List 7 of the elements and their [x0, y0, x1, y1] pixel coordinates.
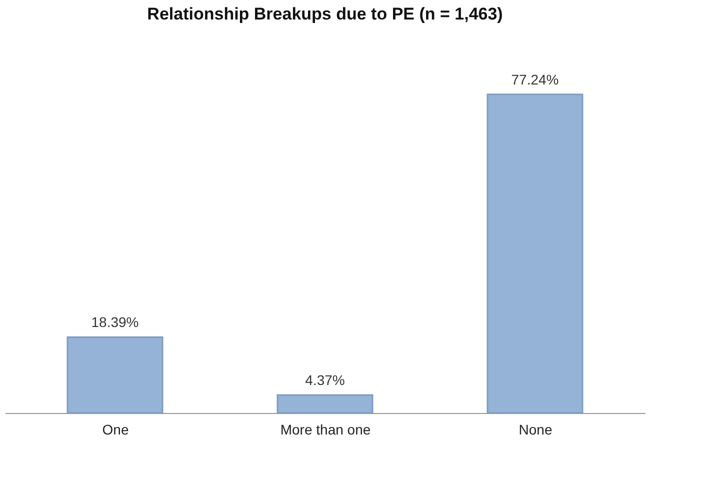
x-tick-label: None [518, 422, 552, 438]
x-tick-label: More than one [280, 422, 371, 438]
chart-title: Relationship Breakups due to PE (n = 1,463) [147, 4, 503, 24]
data-label: 18.39% [91, 314, 139, 330]
x-tick-label: One [102, 422, 129, 438]
data-label: 77.24% [511, 71, 559, 88]
data-label: 4.37% [305, 372, 345, 388]
